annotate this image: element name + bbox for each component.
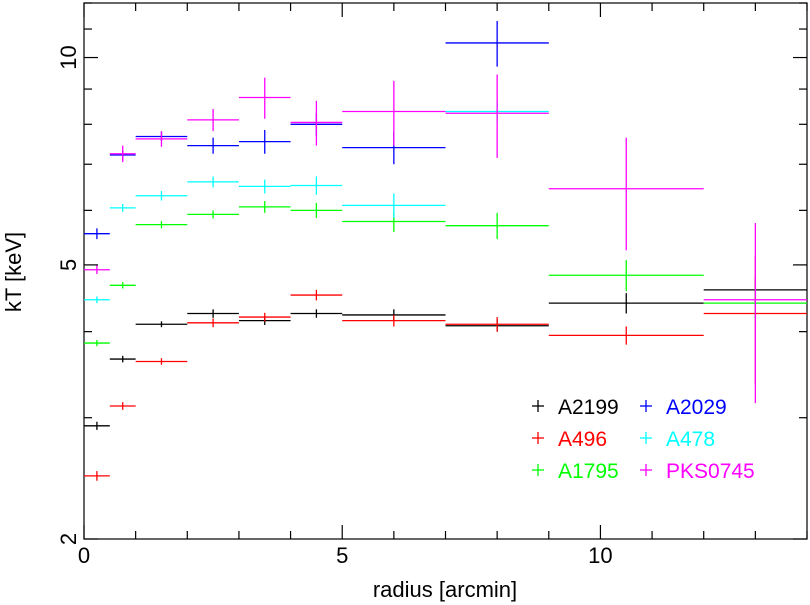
legend: A2199 A496 A1795 A2029 A478 PKS0745	[532, 396, 755, 483]
data-point	[238, 129, 291, 154]
data-point	[84, 471, 110, 481]
data-point	[109, 355, 136, 363]
x-tick-label: 0	[78, 543, 90, 568]
legend-label: A478	[666, 428, 715, 451]
data-point	[135, 321, 188, 328]
legend-item: A1795	[532, 460, 619, 483]
data-point	[109, 402, 136, 410]
legend-item: A2029	[640, 396, 727, 419]
data-point	[109, 145, 136, 163]
data-point	[290, 202, 343, 218]
series-A2029	[84, 20, 549, 240]
data-point	[84, 296, 110, 304]
data-point	[187, 210, 239, 219]
x-axis-ticks: 0 5 10	[78, 3, 808, 568]
data-point	[548, 326, 704, 345]
data-point	[84, 339, 110, 347]
x-tick-label: 10	[588, 543, 612, 568]
data-point	[290, 100, 343, 146]
series-A478	[84, 100, 549, 304]
y-tick-label: 10	[56, 45, 81, 69]
y-axis-ticks: 2 5 10	[56, 2, 807, 545]
legend-item: A2199	[532, 396, 619, 419]
data-point	[187, 309, 239, 318]
data-point	[445, 74, 549, 158]
data-point	[238, 179, 291, 194]
data-point	[703, 223, 807, 404]
data-point	[135, 358, 188, 365]
legend-label: A2029	[666, 396, 727, 419]
data-point	[109, 203, 136, 212]
data-point	[548, 293, 704, 314]
data-point	[187, 137, 239, 154]
data-point	[238, 312, 291, 322]
data-point	[84, 228, 110, 240]
legend-item: PKS0745	[640, 460, 755, 483]
x-tick-label: 5	[336, 543, 348, 568]
data-point	[342, 314, 446, 327]
legend-item: A478	[640, 428, 715, 451]
data-point	[445, 20, 549, 67]
plot-frame	[83, 2, 808, 540]
data-point	[135, 221, 188, 229]
series-PKS0745	[84, 74, 807, 404]
data-point	[187, 318, 239, 328]
data-point	[238, 77, 291, 119]
data-point	[548, 137, 704, 251]
legend-label: A496	[558, 428, 607, 451]
y-tick-label: 5	[56, 259, 81, 271]
legend-label: PKS0745	[666, 460, 755, 483]
data-point	[445, 212, 549, 240]
x-axis-label: radius [arcmin]	[373, 577, 517, 602]
series-A1795	[84, 201, 807, 347]
data-point	[135, 131, 188, 147]
data-point	[342, 80, 446, 146]
data-point	[548, 260, 704, 292]
data-point	[290, 289, 343, 301]
data-point	[84, 265, 110, 275]
legend-item: A496	[532, 428, 607, 451]
data-point	[445, 317, 549, 332]
y-tick-label: 2	[56, 533, 81, 545]
legend-label: A1795	[558, 460, 619, 483]
data-point	[290, 176, 343, 195]
data-point	[238, 201, 291, 213]
data-point	[187, 108, 239, 132]
data-point	[109, 282, 136, 289]
data-point	[84, 421, 110, 430]
y-axis-label: kT [keV]	[1, 232, 26, 312]
data-point	[187, 176, 239, 188]
data-point	[290, 309, 343, 318]
data-series	[84, 20, 807, 481]
data-point	[342, 193, 446, 218]
legend-label: A2199	[558, 396, 619, 419]
data-point	[135, 191, 188, 201]
